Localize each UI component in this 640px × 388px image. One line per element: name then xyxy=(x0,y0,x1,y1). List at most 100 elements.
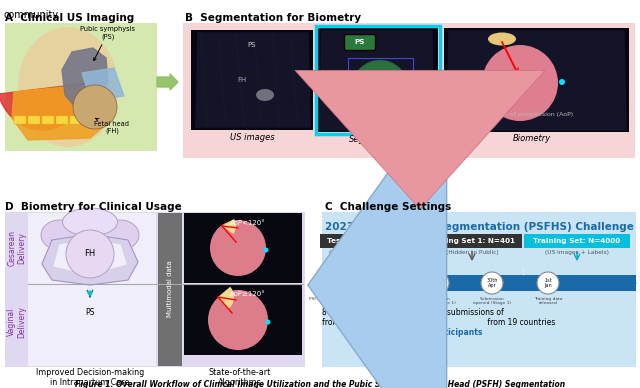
Circle shape xyxy=(73,85,117,129)
Text: 179 submissions of: 179 submissions of xyxy=(430,308,506,317)
Wedge shape xyxy=(222,219,236,234)
Text: State-of-the-art
Algorithms: State-of-the-art Algorithms xyxy=(209,368,271,387)
Polygon shape xyxy=(447,31,626,130)
Text: AoP≥120°: AoP≥120° xyxy=(230,291,266,297)
Polygon shape xyxy=(0,83,88,130)
Bar xyxy=(318,28,438,132)
Text: 2023 MICCAI PSFH Segmentation (PSFHS) Challenge: 2023 MICCAI PSFH Segmentation (PSFHS) Ch… xyxy=(324,222,634,232)
Text: FH: FH xyxy=(372,83,387,93)
Circle shape xyxy=(537,272,559,294)
Bar xyxy=(14,116,26,124)
Text: (Hidden to Public): (Hidden to Public) xyxy=(328,250,381,255)
Text: 1st
Sep: 1st Sep xyxy=(394,278,403,288)
Text: Testing Set 1: N=401: Testing Set 1: N=401 xyxy=(429,238,515,244)
Text: from 19 countries: from 19 countries xyxy=(485,318,556,327)
Ellipse shape xyxy=(18,27,118,147)
Circle shape xyxy=(88,291,93,296)
Bar xyxy=(524,234,630,248)
Text: Pubic symphysis
(PS): Pubic symphysis (PS) xyxy=(81,26,136,61)
Text: D  Biometry for Clinical Usage: D Biometry for Clinical Usage xyxy=(5,202,182,212)
Bar xyxy=(158,213,182,366)
Circle shape xyxy=(66,230,114,278)
Text: Figure 1. Overall Workflow of Clinical Image Utilization and the Pubic Symphysis: Figure 1. Overall Workflow of Clinical I… xyxy=(75,380,565,388)
Circle shape xyxy=(264,248,269,253)
Text: 193
participants: 193 participants xyxy=(430,318,483,338)
Text: PS: PS xyxy=(85,308,95,317)
Text: FH: FH xyxy=(237,77,246,83)
Text: Fetal head
(FH): Fetal head (FH) xyxy=(95,118,129,135)
Text: US images: US images xyxy=(230,133,275,142)
Polygon shape xyxy=(82,68,124,101)
Text: 8th
Oct: 8th Oct xyxy=(324,278,332,288)
Circle shape xyxy=(317,272,339,294)
Circle shape xyxy=(208,290,268,350)
Ellipse shape xyxy=(256,89,274,101)
Text: Biometry: Biometry xyxy=(513,134,551,143)
Circle shape xyxy=(352,272,374,294)
Polygon shape xyxy=(196,33,310,127)
Bar xyxy=(5,23,157,151)
Bar xyxy=(316,26,440,134)
Bar xyxy=(5,212,305,367)
Circle shape xyxy=(481,272,503,294)
Text: AoP: AoP xyxy=(509,78,531,88)
Text: PSFHS Challenge
day: PSFHS Challenge day xyxy=(309,297,347,305)
Bar xyxy=(191,30,313,130)
Text: Training Set: N=4000: Training Set: N=4000 xyxy=(533,238,621,244)
Text: 20th
Sep: 20th Sep xyxy=(357,278,369,288)
Polygon shape xyxy=(12,84,102,140)
Text: Testing Set 2: N=700: Testing Set 2: N=700 xyxy=(327,238,413,244)
Text: AoP<120°: AoP<120° xyxy=(230,220,266,226)
Polygon shape xyxy=(42,234,138,285)
Polygon shape xyxy=(320,31,434,130)
Text: PS: PS xyxy=(248,42,256,48)
FancyBboxPatch shape xyxy=(344,35,376,50)
Circle shape xyxy=(210,220,266,276)
Text: community.: community. xyxy=(3,10,60,20)
Text: (Hidden to Public): (Hidden to Public) xyxy=(445,250,499,255)
Circle shape xyxy=(266,319,271,324)
Circle shape xyxy=(559,79,565,85)
Ellipse shape xyxy=(488,33,516,45)
Text: B  Segmentation for Biometry: B Segmentation for Biometry xyxy=(185,13,361,23)
Text: from 5 countries: from 5 countries xyxy=(322,318,385,327)
Text: Training data
released: Training data released xyxy=(534,297,563,305)
Bar xyxy=(183,23,635,158)
Text: 1st
Jan: 1st Jan xyxy=(544,278,552,288)
Text: Submission
opened (Stage 1): Submission opened (Stage 1) xyxy=(473,297,511,305)
Circle shape xyxy=(427,272,449,294)
Bar xyxy=(28,213,156,366)
Text: Submission
opened (Stage 2): Submission opened (Stage 2) xyxy=(379,297,417,305)
Text: Angle of progression (AoP): Angle of progression (AoP) xyxy=(490,112,573,117)
Text: Submission
closed (Stage 1): Submission closed (Stage 1) xyxy=(420,297,456,305)
Text: C  Challenge Settings: C Challenge Settings xyxy=(325,202,451,212)
Ellipse shape xyxy=(41,220,79,250)
Text: 30th
Aug: 30th Aug xyxy=(432,278,444,288)
Ellipse shape xyxy=(63,208,118,236)
Text: 8 solutions of: 8 solutions of xyxy=(322,308,376,317)
Bar xyxy=(42,116,54,124)
Polygon shape xyxy=(157,74,178,90)
Text: PS: PS xyxy=(355,40,365,45)
Text: 30th
Apr: 30th Apr xyxy=(486,278,498,288)
Text: Cesarean
Delivery: Cesarean Delivery xyxy=(7,230,27,266)
Bar xyxy=(348,58,413,115)
Bar xyxy=(184,213,302,283)
Circle shape xyxy=(352,60,408,116)
Bar xyxy=(28,116,40,124)
Text: 10 participants: 10 participants xyxy=(377,308,442,317)
Wedge shape xyxy=(218,287,234,309)
Bar xyxy=(70,116,82,124)
Circle shape xyxy=(482,45,558,121)
Bar xyxy=(56,116,68,124)
Text: Multimodal data: Multimodal data xyxy=(167,261,173,317)
Bar xyxy=(444,28,629,132)
Circle shape xyxy=(387,272,409,294)
Text: Segmentation: Segmentation xyxy=(349,135,408,144)
Ellipse shape xyxy=(101,220,139,250)
Bar xyxy=(322,275,636,291)
Polygon shape xyxy=(54,240,126,274)
Bar xyxy=(184,285,302,355)
Bar xyxy=(320,234,420,248)
Text: A  Clinical US Imaging: A Clinical US Imaging xyxy=(5,13,134,23)
